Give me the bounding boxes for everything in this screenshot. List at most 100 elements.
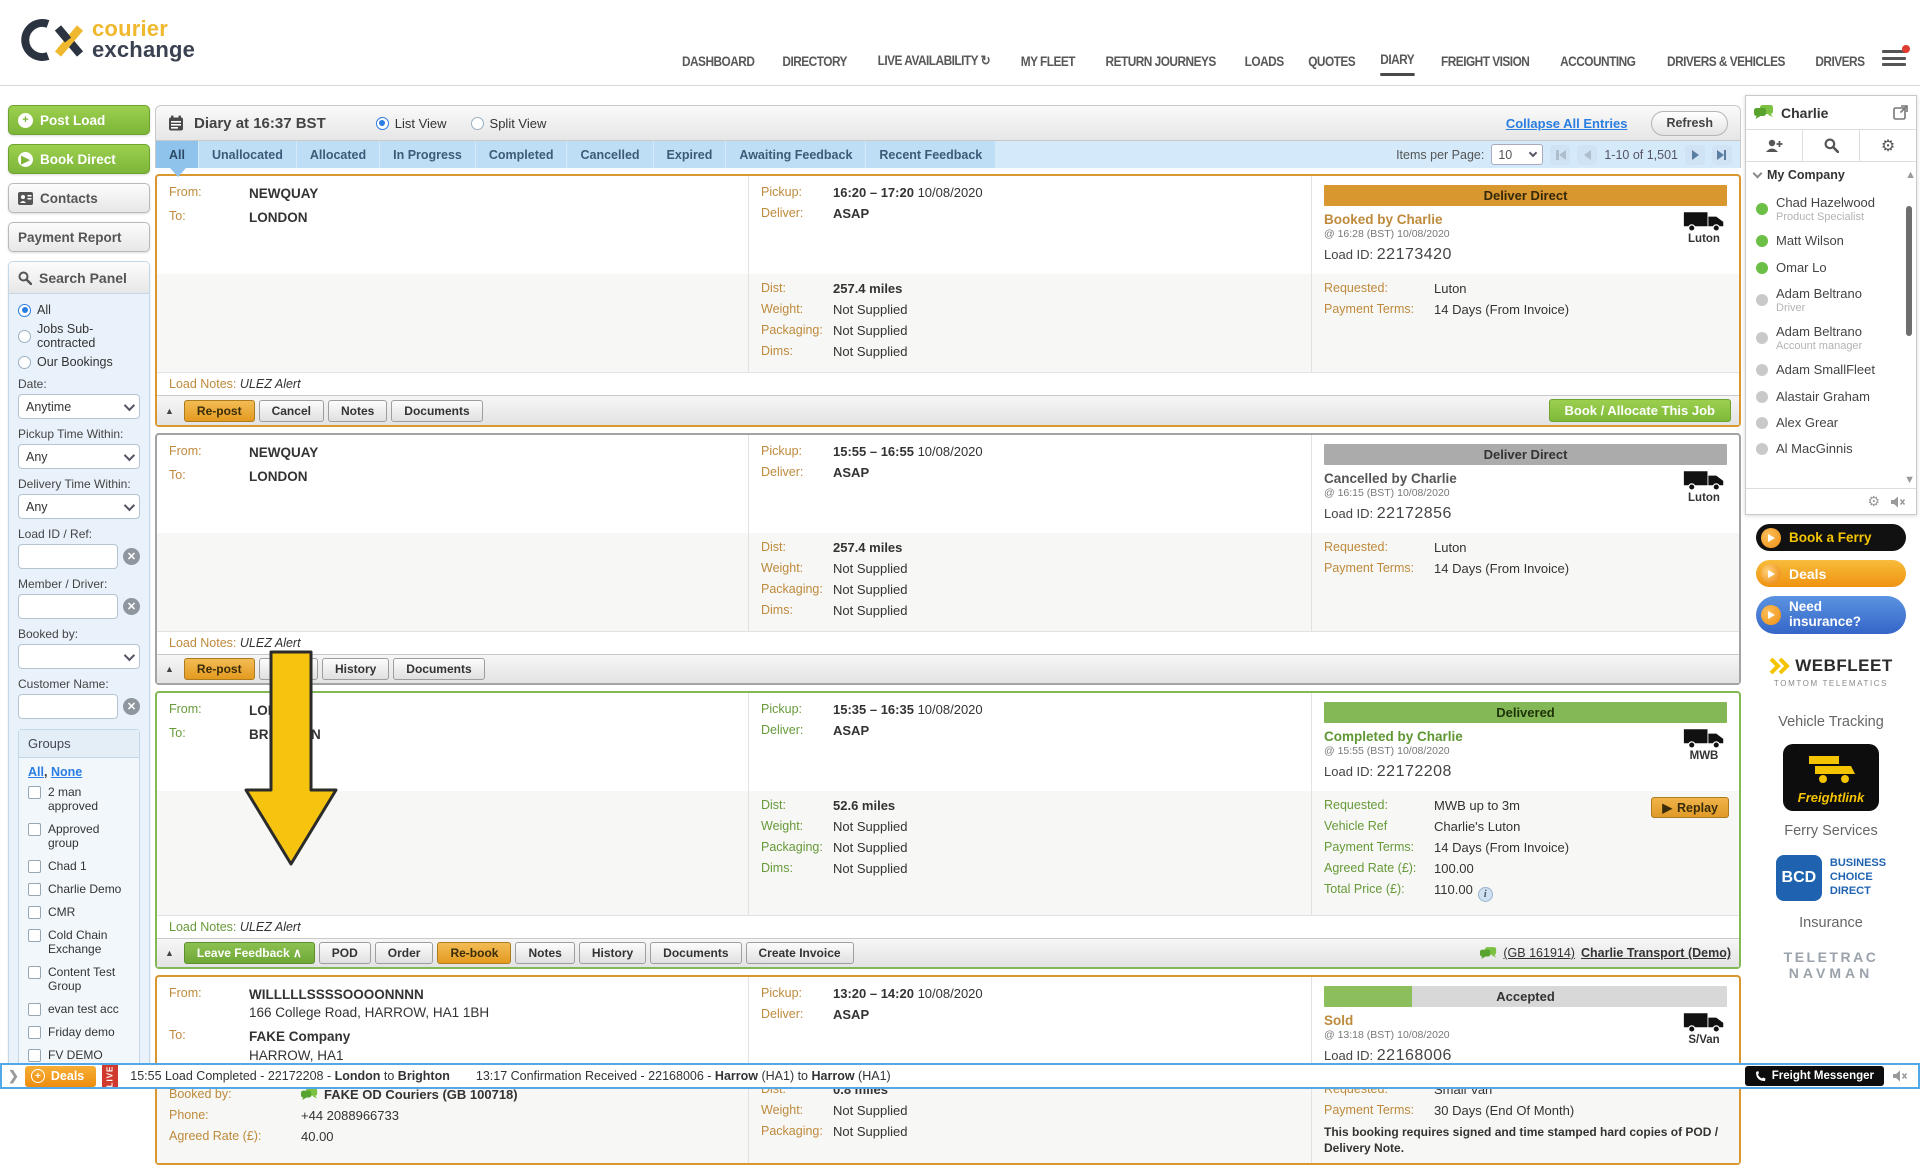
- member-name-link[interactable]: Charlie Transport (Demo): [1581, 946, 1731, 960]
- mute-icon[interactable]: [1890, 496, 1906, 508]
- first-page-button[interactable]: [1550, 145, 1570, 165]
- filter-tab-recent-feedback[interactable]: Recent Feedback: [866, 141, 995, 168]
- group-checkbox-2-man-approved[interactable]: 2 man approved: [28, 785, 130, 813]
- book-a-ferry-ad[interactable]: Book a Ferry: [1756, 524, 1906, 551]
- nav-item-live-availability[interactable]: LIVE AVAILABILITY ↻: [878, 53, 990, 75]
- post-load-button[interactable]: + Post Load: [8, 105, 150, 135]
- next-page-button[interactable]: [1685, 145, 1705, 165]
- nav-item-drivers[interactable]: DRIVERS: [1816, 54, 1865, 75]
- group-checkbox-fv-demo[interactable]: FV DEMO: [28, 1048, 130, 1062]
- book-allocate-button[interactable]: Book / Allocate This Job: [1549, 399, 1731, 422]
- collapse-card-icon[interactable]: ▲: [165, 948, 174, 958]
- chat-contact[interactable]: Adam BeltranoDriver: [1746, 281, 1916, 319]
- group-checkbox-evan-test-acc[interactable]: evan test acc: [28, 1002, 130, 1016]
- leave-feedback--button[interactable]: Leave Feedback ∧: [184, 942, 315, 964]
- cancel-button[interactable]: Cancel: [259, 400, 324, 422]
- chat-contact[interactable]: Omar Lo: [1746, 255, 1916, 281]
- contacts-button[interactable]: Contacts: [8, 183, 150, 213]
- nav-item-my-fleet[interactable]: MY FLEET: [1021, 54, 1075, 75]
- last-page-button[interactable]: [1712, 145, 1732, 165]
- clear-member-driver-icon[interactable]: ✕: [123, 598, 140, 615]
- group-checkbox-cold-chain-exchange[interactable]: Cold Chain Exchange: [28, 928, 130, 956]
- nav-item-drivers-vehicles[interactable]: DRIVERS & VEHICLES: [1667, 54, 1785, 75]
- order-button[interactable]: Order: [375, 942, 434, 964]
- group-checkbox-chad-1[interactable]: Chad 1: [28, 859, 130, 873]
- filter-tab-cancelled[interactable]: Cancelled: [567, 141, 652, 168]
- search-radio-our-bookings[interactable]: Our Bookings: [18, 355, 140, 369]
- clear-load-id-ref-icon[interactable]: ✕: [123, 548, 140, 565]
- teletrac-navman-logo[interactable]: TELETRAC NAVMAN: [1745, 949, 1917, 981]
- search-panel-header[interactable]: Search Panel: [9, 262, 149, 294]
- bcd-logo[interactable]: BCD BUSINESS CHOICE DIRECT: [1756, 855, 1906, 901]
- filter-tab-unallocated[interactable]: Unallocated: [199, 141, 296, 168]
- group-checkbox-charlie-demo[interactable]: Charlie Demo: [28, 882, 130, 896]
- chat-scrollbar[interactable]: [1904, 188, 1914, 488]
- re-book-button[interactable]: Re-book: [437, 942, 511, 964]
- deals-button[interactable]: + Deals: [25, 1066, 96, 1087]
- mute-icon[interactable]: [1892, 1070, 1908, 1082]
- chat-contact[interactable]: Matt Wilson: [1746, 228, 1916, 254]
- need-insurance-ad[interactable]: Need insurance?: [1756, 596, 1906, 634]
- filter-tab-all[interactable]: All: [156, 141, 198, 168]
- group-checkbox-friday-demo[interactable]: Friday demo: [28, 1025, 130, 1039]
- filter-tab-expired[interactable]: Expired: [654, 141, 726, 168]
- info-icon[interactable]: i: [1478, 887, 1493, 902]
- chat-contact[interactable]: Adam BeltranoAccount manager: [1746, 319, 1916, 357]
- collapse-card-icon[interactable]: ▲: [165, 664, 174, 674]
- gear-icon[interactable]: ⚙: [1867, 493, 1880, 510]
- chat-contact[interactable]: Alex Grear: [1746, 410, 1916, 436]
- member-id-link[interactable]: (GB 161914): [1503, 946, 1575, 960]
- history-button[interactable]: History: [579, 942, 646, 964]
- nav-item-return-journeys[interactable]: RETURN JOURNEYS: [1105, 54, 1215, 75]
- group-checkbox-approved-group[interactable]: Approved group: [28, 822, 130, 850]
- documents-button[interactable]: Documents: [391, 400, 482, 422]
- re-post-button[interactable]: Re-post: [184, 400, 255, 422]
- create-invoice-button[interactable]: Create Invoice: [746, 942, 854, 964]
- add-contact-button[interactable]: [1746, 130, 1803, 161]
- hamburger-menu-icon[interactable]: [1882, 50, 1906, 68]
- nav-item-freight-vision[interactable]: FREIGHT VISION: [1441, 54, 1529, 75]
- refresh-button[interactable]: Refresh: [1651, 111, 1728, 136]
- popout-icon[interactable]: [1893, 105, 1908, 120]
- select-delivery-time-within[interactable]: Any: [18, 494, 140, 519]
- groups-select-all-link[interactable]: All: [28, 765, 44, 779]
- nav-item-accounting[interactable]: ACCOUNTING: [1560, 54, 1635, 75]
- freight-messenger-button[interactable]: Freight Messenger: [1745, 1066, 1884, 1086]
- search-radio-jobs-sub-contracted[interactable]: Jobs Sub-contracted: [18, 322, 140, 350]
- nav-item-loads[interactable]: LOADS: [1245, 54, 1284, 75]
- payment-report-button[interactable]: Payment Report: [8, 222, 150, 252]
- filter-tab-completed[interactable]: Completed: [476, 141, 567, 168]
- chat-section-my-company[interactable]: My Company ▲: [1746, 162, 1916, 188]
- notes-button[interactable]: Notes: [328, 400, 387, 422]
- scroll-up-icon[interactable]: ▲: [1905, 169, 1916, 181]
- freightlink-logo[interactable]: Freightlink: [1783, 744, 1879, 811]
- pod-button[interactable]: POD: [319, 942, 371, 964]
- scroll-down-icon[interactable]: ▼: [1904, 474, 1915, 486]
- filter-tab-allocated[interactable]: Allocated: [297, 141, 379, 168]
- chat-search-button[interactable]: [1803, 130, 1860, 161]
- deals-ad[interactable]: Deals: [1756, 560, 1906, 587]
- items-per-page-select[interactable]: 10: [1491, 144, 1543, 165]
- input-customer-name[interactable]: [18, 694, 118, 719]
- search-radio-all[interactable]: All: [18, 303, 140, 317]
- chat-contact[interactable]: Al MacGinnis: [1746, 436, 1916, 462]
- list-view-radio[interactable]: List View: [376, 116, 447, 131]
- documents-button[interactable]: Documents: [650, 942, 741, 964]
- collapse-all-entries-link[interactable]: Collapse All Entries: [1506, 116, 1628, 131]
- groups-select-none-link[interactable]: None: [51, 765, 82, 779]
- documents-button[interactable]: Documents: [393, 658, 484, 680]
- collapse-card-icon[interactable]: ▲: [165, 406, 174, 416]
- nav-item-diary[interactable]: DIARY: [1380, 52, 1414, 76]
- prev-page-button[interactable]: [1577, 145, 1597, 165]
- expand-ticker-chevron[interactable]: ❯: [2, 1068, 25, 1084]
- nav-item-dashboard[interactable]: DASHBOARD: [682, 54, 754, 75]
- split-view-radio[interactable]: Split View: [471, 116, 547, 131]
- select-pickup-time-within[interactable]: Any: [18, 444, 140, 469]
- chat-contact[interactable]: Chad HazelwoodProduct Specialist: [1746, 190, 1916, 228]
- nav-item-directory[interactable]: DIRECTORY: [783, 54, 848, 75]
- webfleet-logo[interactable]: WEBFLEET TOMTOM TELEMATICS: [1756, 656, 1906, 688]
- input-member-driver[interactable]: [18, 594, 118, 619]
- replay-button[interactable]: ▶Replay: [1651, 797, 1729, 818]
- notes-button[interactable]: Notes: [515, 942, 574, 964]
- filter-tab-awaiting-feedback[interactable]: Awaiting Feedback: [726, 141, 865, 168]
